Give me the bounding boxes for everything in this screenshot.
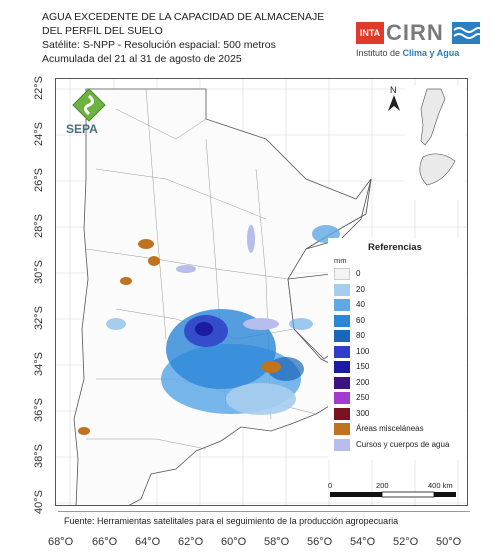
inta-logo: INTA	[356, 22, 384, 44]
lat-label: 24°S	[33, 122, 45, 146]
legend-label: 20	[356, 284, 365, 294]
lat-label: 34°S	[33, 352, 45, 376]
cirn-logo: CIRN	[386, 20, 444, 45]
location-inset-map	[405, 85, 465, 200]
legend-label: Áreas misceláneas	[356, 424, 424, 433]
water-excess-areas	[106, 225, 340, 415]
legend-item: 200	[334, 376, 464, 389]
legend-swatch	[334, 283, 350, 296]
north-arrow-icon: N	[388, 85, 400, 111]
subtitle-satellite: Satélite: S-NPP - Resolución espacial: 5…	[42, 39, 276, 51]
legend-label: 300	[356, 408, 370, 418]
source-caption: Fuente: Herramientas satelitales para el…	[58, 511, 470, 529]
water-bodies	[176, 225, 279, 330]
subtitle-period: Acumulada del 21 al 31 de agosto de 2025	[42, 53, 242, 65]
lon-label: 58°O	[264, 536, 290, 548]
scale-label: 0	[328, 481, 332, 490]
landmass	[73, 88, 372, 505]
legend-item: 0	[334, 268, 464, 280]
lon-label: 52°O	[393, 536, 419, 548]
legend-item: 40	[334, 299, 464, 311]
lat-label: 26°S	[33, 168, 45, 192]
title-line-1: AGUA EXCEDENTE DE LA CAPACIDAD DE ALMACE…	[42, 11, 325, 23]
institution-logos: INTA CIRN Instituto de Clima y Agua	[356, 20, 486, 62]
north-label: N	[390, 85, 397, 95]
legend-swatch	[334, 314, 350, 327]
legend-item: 300	[334, 407, 464, 420]
lat-label: 38°S	[33, 444, 45, 468]
scale-bar: 0 200 400 km	[328, 481, 456, 498]
legend-label: 40	[356, 300, 365, 309]
sepa-diamond-icon	[72, 88, 106, 122]
map-legend: Referencias mm 0 20 40 60 80 100 150 200 250 300 Á…	[328, 238, 466, 460]
legend-item: 150	[334, 361, 464, 373]
legend-label: 60	[356, 315, 365, 325]
lat-label: 40°S	[33, 490, 45, 514]
legend-label: 200	[356, 377, 370, 387]
lat-label: 32°S	[33, 306, 45, 330]
lon-label: 62°O	[178, 536, 204, 548]
legend-label: 150	[356, 362, 370, 371]
legend-label: 0	[356, 269, 361, 278]
cirn-subtitle: Instituto de Clima y Agua	[356, 48, 460, 58]
legend-label: 80	[356, 331, 365, 340]
lon-label: 50°O	[436, 536, 462, 548]
scale-label: 200	[376, 481, 389, 490]
lon-label: 66°O	[92, 536, 118, 548]
lat-label: 28°S	[33, 214, 45, 238]
sepa-logo: SEPA	[64, 88, 114, 140]
legend-item: Áreas misceláneas	[334, 423, 464, 435]
scale-label: 400 km	[428, 481, 453, 490]
lon-label: 54°O	[350, 536, 376, 548]
legend-swatch	[334, 376, 350, 389]
legend-label: 250	[356, 393, 370, 402]
legend-swatch	[334, 438, 350, 451]
title-line-2: DEL PERFIL DEL SUELO	[42, 25, 163, 37]
legend-swatch	[334, 392, 350, 404]
legend-item: Cursos y cuerpos de agua	[334, 438, 464, 451]
legend-swatch	[334, 345, 350, 358]
waves-icon	[452, 22, 480, 44]
lat-label: 36°S	[33, 398, 45, 422]
miscellaneous-areas	[78, 239, 281, 435]
legend-swatch	[334, 407, 350, 420]
legend-swatch	[334, 268, 350, 280]
legend-item: 60	[334, 314, 464, 327]
lat-label: 22°S	[33, 76, 45, 100]
lon-label: 60°O	[221, 536, 247, 548]
legend-swatch	[334, 361, 350, 373]
lon-label: 56°O	[307, 536, 333, 548]
legend-unit: mm	[334, 256, 347, 265]
lat-label: 30°S	[33, 260, 45, 284]
legend-label: Cursos y cuerpos de agua	[356, 439, 450, 449]
legend-swatch	[334, 423, 350, 435]
legend-item: 100	[334, 345, 464, 358]
map-title: AGUA EXCEDENTE DE LA CAPACIDAD DE ALMACE…	[42, 10, 324, 66]
legend-item: 20	[334, 283, 464, 296]
legend-item: 250	[334, 392, 464, 404]
legend-title: Referencias	[368, 242, 422, 253]
legend-label: 100	[356, 346, 370, 356]
lon-label: 68°O	[48, 536, 74, 548]
legend-swatch	[334, 299, 350, 311]
legend-item: 80	[334, 330, 464, 342]
lon-label: 64°O	[135, 536, 161, 548]
legend-swatch	[334, 330, 350, 342]
